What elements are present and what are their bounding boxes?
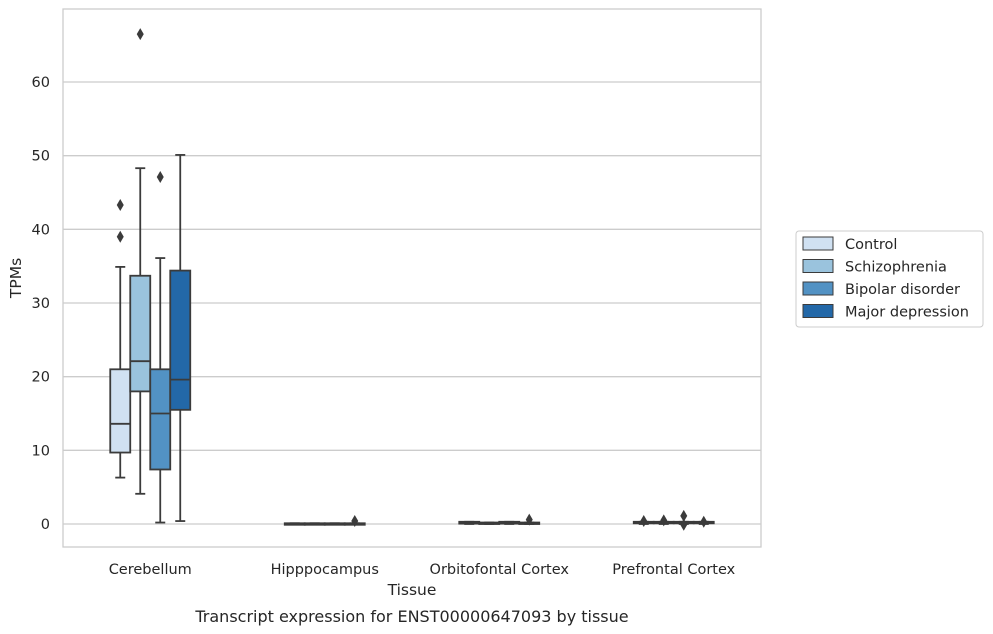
legend-swatch [802, 259, 834, 273]
x-tick-label: Orbitofontal Cortex [430, 562, 570, 578]
outlier-point [680, 518, 688, 531]
x-tick-labels: Cerebellum Hipppocampus Orbitofontal Corte… [109, 562, 736, 578]
y-tick-labels: 0 10 20 30 40 50 60 [32, 75, 50, 533]
y-axis-label: TPMs [7, 258, 25, 299]
y-tick-label: 60 [32, 75, 50, 91]
box-3-3 [692, 515, 715, 528]
outlier-point [640, 515, 648, 528]
box-2-0 [458, 520, 481, 525]
box-2-3 [518, 513, 541, 526]
box-0-3 [169, 154, 192, 522]
chart-caption: Transcript expression for ENST0000064709… [194, 607, 628, 626]
plot-frame [62, 8, 762, 548]
legend-swatch [802, 236, 834, 251]
outlier-point [116, 230, 124, 243]
outlier-point [700, 515, 708, 528]
x-tick-label: Cerebellum [109, 562, 192, 578]
box-plots [109, 28, 715, 531]
legend-frame [795, 230, 984, 328]
outlier-point [525, 513, 533, 526]
box-0-1 [129, 28, 152, 495]
legend-label: Control [845, 237, 897, 253]
box-0-0 [109, 199, 132, 479]
y-tick-label: 30 [32, 296, 50, 312]
legend-label: Bipolar disorder [845, 282, 960, 298]
box-iqr [149, 368, 172, 471]
box-1-2 [323, 522, 346, 526]
y-tick-label: 20 [32, 370, 50, 386]
outlier-point [351, 515, 359, 528]
box-1-0 [283, 522, 306, 526]
outlier-point [680, 509, 688, 522]
x-axis-label: Tissue [387, 581, 437, 599]
x-tick-label: Prefrontal Cortex [612, 562, 735, 578]
y-tick-label: 50 [32, 149, 50, 165]
box-iqr [129, 274, 152, 393]
legend: Control Schizophrenia Bipolar disorder Majo… [795, 230, 984, 328]
legend-swatch [802, 304, 834, 318]
box-iqr [109, 368, 132, 454]
y-tick-label: 40 [32, 222, 50, 238]
y-tick-label: 10 [32, 443, 50, 459]
outlier-point [136, 28, 144, 41]
outlier-point [660, 514, 668, 527]
legend-swatch [802, 281, 834, 296]
x-tick-label: Hipppocampus [271, 562, 379, 578]
box-2-1 [478, 521, 501, 525]
box-1-1 [303, 522, 326, 526]
box-iqr [169, 269, 192, 411]
outlier-point [156, 171, 164, 184]
legend-label: Major depression [845, 305, 969, 321]
y-tick-label: 0 [41, 517, 50, 533]
box-1-3 [343, 515, 366, 528]
box-0-2 [149, 171, 172, 524]
legend-label: Schizophrenia [845, 260, 947, 276]
outlier-point [116, 199, 124, 212]
box-2-2 [498, 520, 521, 525]
